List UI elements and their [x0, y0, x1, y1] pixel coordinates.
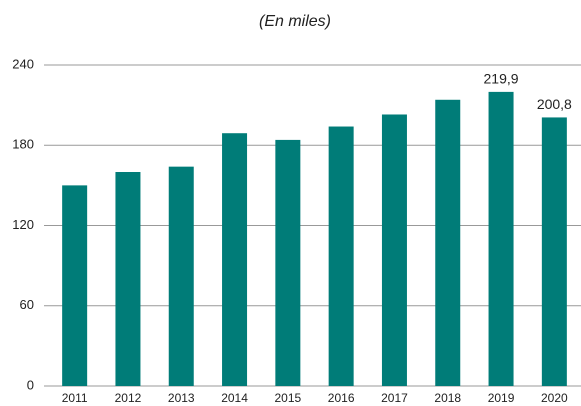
x-tick-label: 2011 — [62, 391, 88, 405]
x-tick-label: 2017 — [381, 391, 408, 405]
bar — [275, 139, 301, 386]
value-label: 219,9 — [484, 71, 519, 87]
x-tick-label: 2015 — [274, 391, 301, 405]
bar — [222, 133, 248, 386]
y-tick-label: 0 — [27, 377, 34, 392]
bar — [541, 117, 567, 387]
y-tick-label: 180 — [12, 137, 34, 152]
y-tick-label: 60 — [20, 297, 34, 312]
x-tick-label: 2020 — [541, 391, 568, 405]
x-tick-label: 2018 — [434, 391, 461, 405]
bar — [381, 114, 407, 387]
bar — [168, 166, 194, 386]
value-label: 200,8 — [537, 96, 572, 112]
chart-subtitle: (En miles) — [259, 13, 331, 30]
x-tick-label: 2013 — [168, 391, 195, 405]
bar — [488, 91, 514, 386]
x-tick-label: 2014 — [221, 391, 248, 405]
y-tick-label: 240 — [12, 56, 34, 71]
x-tick-label: 2012 — [115, 391, 142, 405]
x-tick-label: 2019 — [488, 391, 515, 405]
bar — [328, 126, 354, 387]
bar — [435, 99, 461, 387]
bar — [115, 172, 141, 386]
bar — [62, 185, 88, 386]
y-tick-label: 120 — [12, 217, 34, 232]
x-tick-label: 2016 — [328, 391, 355, 405]
